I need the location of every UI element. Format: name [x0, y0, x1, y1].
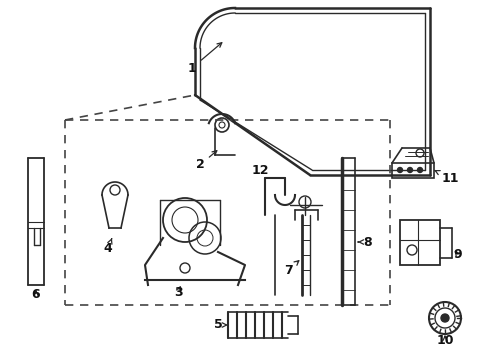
- Text: 5: 5: [214, 319, 228, 332]
- Text: 1: 1: [188, 43, 222, 75]
- Text: 11: 11: [435, 171, 459, 184]
- Text: 12: 12: [251, 163, 269, 176]
- Circle shape: [441, 314, 449, 322]
- Bar: [392, 163, 434, 178]
- Circle shape: [417, 167, 422, 172]
- Text: 10: 10: [436, 333, 454, 346]
- Bar: [400, 220, 440, 265]
- Text: 8: 8: [358, 235, 372, 248]
- Text: 2: 2: [196, 151, 217, 171]
- Text: 3: 3: [173, 285, 182, 298]
- Circle shape: [408, 167, 413, 172]
- Text: 4: 4: [103, 239, 112, 255]
- Text: 7: 7: [284, 261, 299, 276]
- Text: 6: 6: [32, 288, 40, 302]
- Circle shape: [397, 167, 402, 172]
- Text: 9: 9: [454, 248, 462, 261]
